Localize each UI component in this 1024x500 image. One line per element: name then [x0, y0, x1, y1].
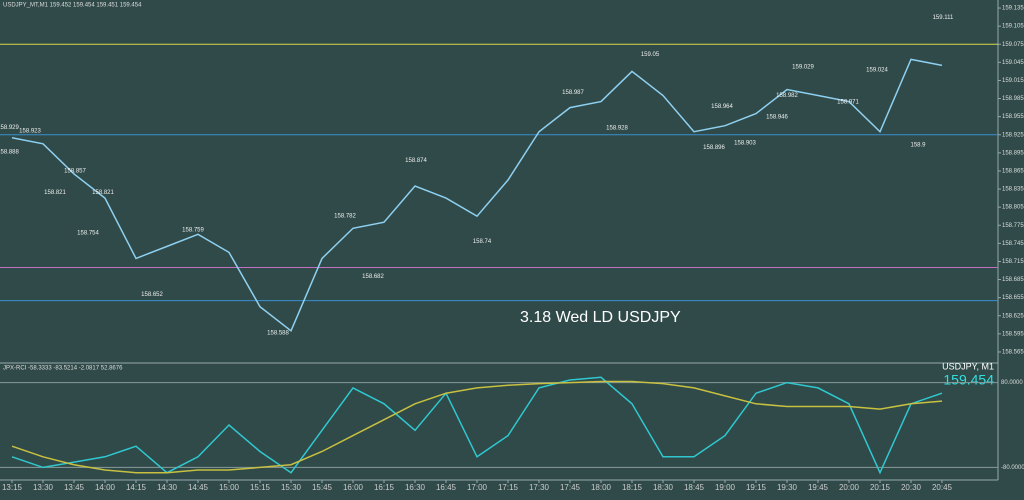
price-annotation: 158.857	[64, 168, 86, 174]
price-annotation: 158.987	[562, 90, 584, 96]
y-tick-label: 158.715	[1002, 259, 1024, 265]
price-annotation: 158.759	[182, 227, 204, 233]
price-annotation: 158.971	[837, 100, 859, 106]
x-tick-label: 19:30	[777, 483, 798, 492]
y-tick-label: 159.045	[1002, 60, 1024, 66]
price-line	[11, 58, 943, 333]
x-tick-label: 15:00	[219, 483, 240, 492]
x-tick-label: 18:30	[653, 483, 674, 492]
x-tick-label: 14:15	[126, 483, 147, 492]
price-annotation: 158.9	[910, 142, 926, 148]
y-tick-label: 158.685	[1002, 277, 1024, 283]
y-tick-label: 158.595	[1002, 331, 1024, 337]
x-tick-label: 19:15	[746, 483, 767, 492]
price-annotation: 158.821	[92, 190, 114, 196]
y-tick-label: 158.745	[1002, 241, 1024, 247]
y-tick-label: 158.775	[1002, 223, 1024, 229]
y-tick-label: 158.865	[1002, 169, 1024, 175]
x-tick-label: 16:45	[436, 483, 457, 492]
y-tick-label: 159.135	[1002, 6, 1024, 12]
y-tick-label: 159.105	[1002, 24, 1024, 30]
indicator-price: 159.454	[943, 372, 994, 388]
indicator-title: JPX-RCI -58.3333 -83.5214 -2.0817 52.867…	[3, 366, 123, 372]
price-annotation: 158.754	[77, 230, 99, 236]
x-tick-label: 13:15	[2, 483, 23, 492]
y-tick-label: 158.565	[1002, 350, 1024, 356]
price-annotation: 158.682	[362, 274, 384, 280]
price-annotation: 158.821	[44, 190, 66, 196]
rci-line	[11, 380, 943, 474]
x-tick-label: 14:30	[157, 483, 178, 492]
x-tick-label: 18:45	[684, 483, 705, 492]
price-annotation: 158.928	[606, 126, 628, 132]
x-tick-label: 20:30	[901, 483, 922, 492]
x-tick-label: 19:00	[715, 483, 736, 492]
x-tick-label: 18:15	[622, 483, 643, 492]
x-tick-label: 20:45	[932, 483, 953, 492]
y-tick-label: 158.625	[1002, 313, 1024, 319]
y-tick-label: 158.805	[1002, 205, 1024, 211]
price-annotation: 158.74	[473, 239, 492, 245]
x-tick-label: 14:00	[95, 483, 116, 492]
price-annotation: 158.903	[734, 141, 756, 147]
price-annotation: 158.964	[711, 104, 733, 110]
x-tick-label: 17:45	[560, 483, 581, 492]
x-tick-label: 17:15	[498, 483, 519, 492]
x-tick-label: 15:30	[281, 483, 302, 492]
x-tick-label: 14:45	[188, 483, 209, 492]
x-tick-label: 15:45	[312, 483, 333, 492]
x-tick-label: 16:00	[343, 483, 364, 492]
price-annotation: 158.588	[267, 331, 289, 337]
x-tick-label: 13:45	[64, 483, 85, 492]
price-annotation: 158.946	[766, 115, 788, 121]
price-annotation: 159.111	[933, 15, 954, 21]
y-tick-label: 158.955	[1002, 114, 1024, 120]
x-tick-label: 20:00	[839, 483, 860, 492]
rci-tick-label: 80.0000	[1001, 380, 1023, 386]
x-tick-label: 16:30	[405, 483, 426, 492]
x-tick-label: 16:15	[374, 483, 395, 492]
price-annotation: 158.923	[19, 129, 41, 135]
price-annotation: 159.05	[641, 52, 660, 58]
price-annotation: 158.929	[0, 125, 20, 131]
chart-annotation: 3.18 Wed LD USDJPY	[520, 309, 681, 326]
rci-tick-label: -80.0000	[1001, 465, 1024, 471]
y-tick-label: 158.895	[1002, 150, 1024, 156]
price-annotation: 158.982	[776, 93, 798, 99]
x-tick-label: 15:15	[250, 483, 271, 492]
indicator-symbol: USDJPY, M1	[942, 361, 994, 371]
y-tick-label: 158.835	[1002, 187, 1024, 193]
x-tick-label: 17:30	[529, 483, 550, 492]
price-annotation: 159.029	[792, 65, 814, 71]
price-annotation: 158.888	[0, 150, 20, 156]
x-tick-label: 13:30	[33, 483, 54, 492]
y-tick-label: 159.075	[1002, 42, 1024, 48]
x-tick-label: 19:45	[808, 483, 829, 492]
x-tick-label: 20:15	[870, 483, 891, 492]
price-annotation: 159.024	[866, 68, 888, 74]
x-tick-label: 17:00	[467, 483, 488, 492]
y-tick-label: 158.655	[1002, 295, 1024, 301]
y-tick-label: 158.925	[1002, 132, 1024, 138]
price-annotation: 158.782	[334, 214, 356, 220]
chart-title: USDJPY_MT,M1 159.452 159.454 159.451 159…	[3, 3, 142, 9]
price-annotation: 158.874	[405, 158, 427, 164]
y-tick-label: 158.985	[1002, 96, 1024, 102]
y-tick-label: 159.015	[1002, 78, 1024, 84]
price-annotation: 158.652	[141, 292, 163, 298]
price-annotation: 158.896	[703, 145, 725, 151]
x-tick-label: 18:00	[591, 483, 612, 492]
